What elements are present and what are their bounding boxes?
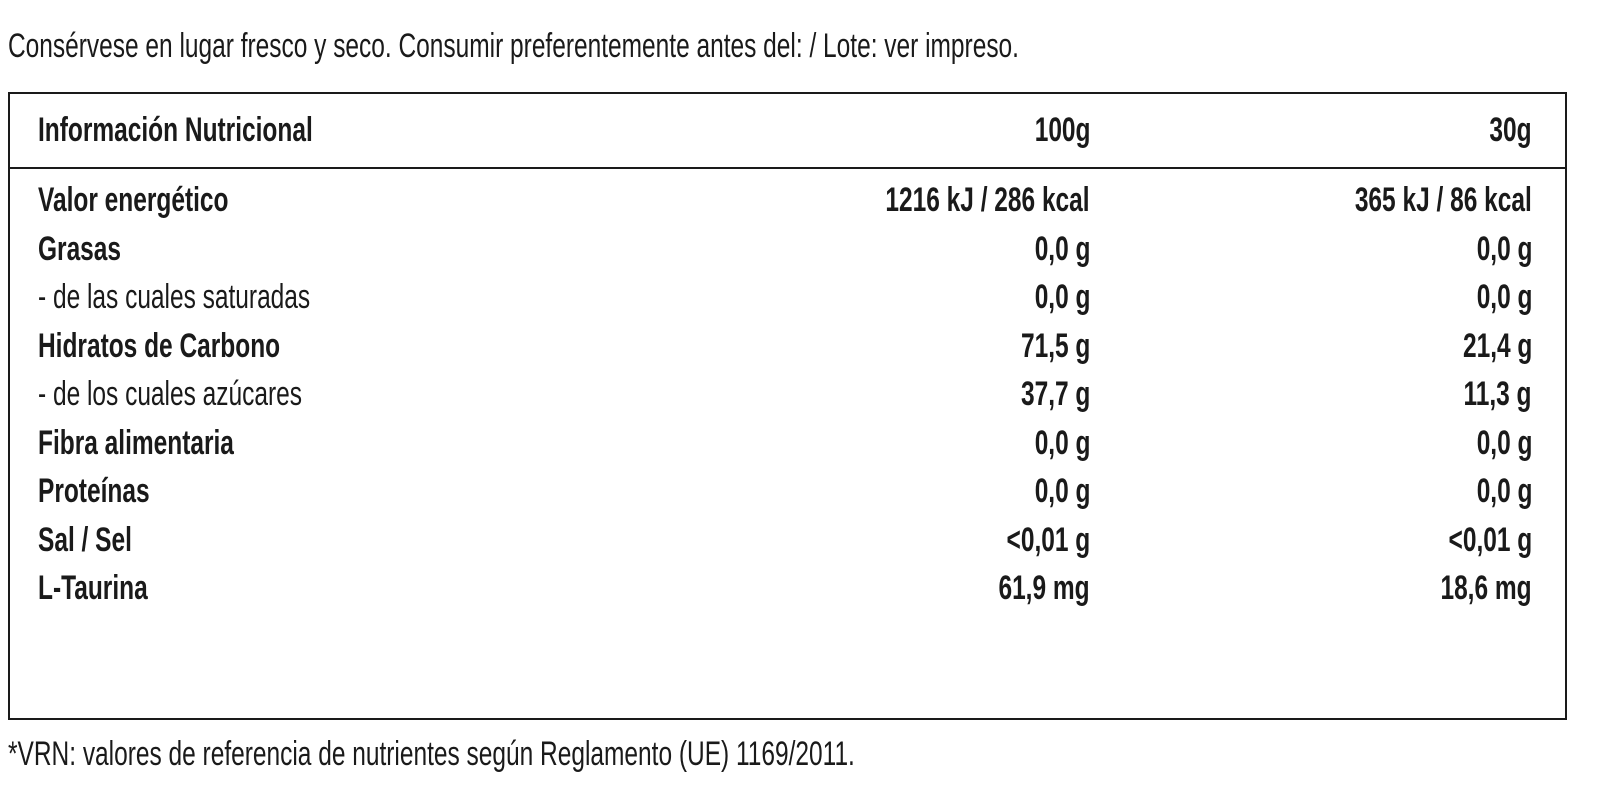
- nutrient-value: 71,5 g: [1020, 326, 1090, 365]
- nutrient-label: Sal / Sel: [38, 520, 132, 559]
- nutrient-label: - de los cuales azúcares: [38, 375, 302, 413]
- nutrient-value: 18,6 mg: [1440, 569, 1532, 607]
- nutrient-label: Fibra alimentaria: [38, 423, 234, 462]
- nutrient-value: 0,0 g: [1034, 229, 1090, 268]
- nutrient-value: 0,0 g: [1476, 472, 1532, 510]
- header-divider: [8, 167, 1567, 169]
- nutrient-label: Grasas: [38, 229, 122, 268]
- nutrient-value: 0,0 g: [1034, 423, 1090, 462]
- storage-note: Consérvese en lugar fresco y seco. Consu…: [8, 27, 1019, 65]
- nutrient-value: 0,0 g: [1034, 472, 1090, 510]
- nutrient-value: 1216 kJ / 286 kcal: [885, 181, 1090, 219]
- nutrient-value: 0,0 g: [1034, 278, 1090, 316]
- nutrient-value: <0,01 g: [1448, 520, 1532, 559]
- header-cell: 30g: [1489, 111, 1532, 149]
- nutrient-label: - de las cuales saturadas: [38, 278, 311, 316]
- nutrient-value: 37,7 g: [1020, 375, 1090, 413]
- nutrient-value: <0,01 g: [1006, 520, 1090, 559]
- nutrition-table: [8, 92, 1567, 720]
- nutrient-label: Hidratos de Carbono: [38, 326, 281, 365]
- nutrient-value: 365 kJ / 86 kcal: [1355, 181, 1532, 219]
- nutrient-label: L-Taurina: [38, 569, 148, 607]
- footnote: *VRN: valores de referencia de nutriente…: [8, 735, 855, 773]
- nutrient-label: Proteínas: [38, 472, 150, 510]
- header-cell: Información Nutricional: [38, 111, 313, 149]
- nutrient-label: Valor energético: [38, 181, 229, 219]
- nutrient-value: 11,3 g: [1463, 375, 1532, 413]
- nutrient-value: 0,0 g: [1476, 229, 1532, 268]
- nutrient-value: 0,0 g: [1476, 278, 1532, 316]
- nutrient-value: 61,9 mg: [998, 569, 1090, 607]
- nutrient-value: 0,0 g: [1476, 423, 1532, 462]
- nutrient-value: 21,4 g: [1462, 326, 1532, 365]
- header-cell: 100g: [1034, 111, 1090, 149]
